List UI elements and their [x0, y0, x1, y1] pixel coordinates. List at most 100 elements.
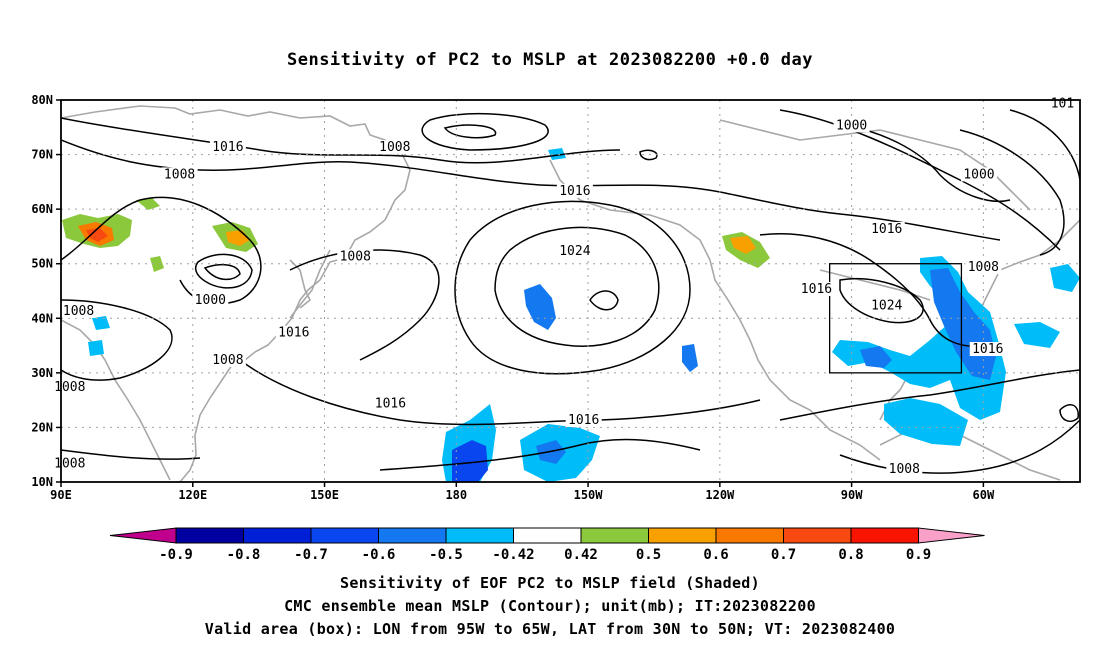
plot-frame	[60, 99, 1081, 483]
contour-label-1016: 1016	[801, 282, 832, 297]
lon-label-180: 180	[445, 488, 467, 502]
lat-label-30N: 30N	[31, 366, 53, 380]
contour-top-1	[61, 117, 621, 164]
contour-1000-inner	[839, 124, 1011, 202]
coast-north-america-west	[549, 159, 881, 461]
lon-label-120W: 120W	[705, 488, 735, 502]
contour-1024-high	[494, 226, 660, 347]
contour-label-bg	[965, 260, 1002, 275]
contour-label-1008: 1008	[340, 249, 371, 264]
contour-label-1008: 1008	[968, 260, 999, 275]
contour-1016-high	[454, 200, 691, 375]
contour-1016-north	[61, 139, 1001, 241]
contour-label-1008: 1008	[164, 167, 195, 182]
contour-label-bg	[969, 342, 1006, 357]
triangle-left-arrow-icon	[109, 527, 177, 544]
contour-1016-gulf	[779, 369, 1080, 421]
colorbar-label: -0.42	[492, 547, 534, 563]
shade-orange-rockies	[730, 236, 756, 254]
shade-green-small2	[150, 256, 164, 272]
shade-blue-small-india	[92, 316, 110, 330]
colorbar-label: -0.8	[227, 547, 261, 563]
contour-label-bg	[868, 298, 905, 313]
colorbar-swatch	[648, 527, 717, 544]
contour-1008-caribbean	[839, 419, 1080, 474]
shade-blue-arctic	[548, 148, 566, 160]
colorbar-swatch	[445, 527, 514, 544]
colorbar: -0.9 -0.8 -0.7 -0.6 -0.5 -0.42 0.42 0.5 0.6 0.7 0.…	[109, 527, 985, 563]
colorbar-swatch	[310, 527, 379, 544]
contour-label-bg	[192, 292, 229, 307]
latitude-labels: 80N 70N 60N 50N 40N 30N 20N 10N	[31, 93, 61, 489]
contour-label-1008: 1008	[212, 353, 243, 368]
contour-label-bg	[565, 412, 602, 427]
coast-siberia	[61, 105, 411, 221]
lon-label-120E: 120E	[178, 488, 207, 502]
contour-1000-east	[959, 129, 1065, 256]
coast-arctic-canada	[719, 119, 1031, 211]
shade-blue-caribbean	[884, 398, 968, 446]
contour-label-1016: 1016	[972, 342, 1003, 357]
shade-blue-pacific1	[524, 284, 556, 330]
contour-label-1008: 1008	[54, 457, 85, 472]
contour-label-bg	[376, 140, 413, 155]
contour-label-1024: 1024	[559, 244, 590, 259]
lat-label-20N: 20N	[31, 420, 53, 434]
colorbar-label: 0.6	[703, 547, 728, 563]
contour-label-1016: 1016	[568, 413, 599, 428]
contour-label-bg	[209, 352, 246, 367]
contour-label-bg	[337, 249, 374, 264]
colorbar-swatch	[850, 527, 919, 544]
contour-low-arctic-inner	[443, 124, 497, 139]
colorbar-label: 0.9	[906, 547, 931, 563]
valid-area-box	[828, 263, 963, 374]
colorbar-label: -0.6	[362, 547, 396, 563]
contour-label-bg	[886, 462, 923, 477]
triangle-right-arrow-icon	[918, 527, 985, 544]
shade-blue-pacific2	[682, 344, 698, 372]
contour-label-1000: 1000	[963, 167, 994, 182]
colorbar-label: -0.7	[294, 547, 328, 563]
lat-label-80N: 80N	[31, 93, 53, 107]
colorbar-swatch	[783, 527, 852, 544]
contour-label-1008: 1008	[63, 304, 94, 319]
contour-labels: 1016 1008 1008 1016 1024 1008 1000 1008 1016 1008…	[51, 96, 1077, 477]
contour-label-bg	[161, 167, 198, 182]
map-grid	[61, 100, 1080, 482]
lon-label-150E: 150E	[310, 488, 339, 502]
colorbar-label: 0.8	[838, 547, 863, 563]
shade-darkblue-dateline	[452, 440, 488, 482]
contour-label-bg	[372, 396, 409, 411]
contour-1000-canada	[779, 109, 1061, 251]
lon-label-150W: 150W	[574, 488, 604, 502]
contour-high-center	[589, 290, 619, 311]
colorbar-label: 0.7	[771, 547, 796, 563]
contour-low-arctic	[421, 112, 549, 151]
longitude-labels: 90E 120E 150E 180 150W 120W 90W 60W	[50, 482, 995, 502]
contour-low-inner	[203, 263, 241, 281]
contour-label-bg	[833, 118, 870, 133]
contour-label-bg	[60, 303, 97, 318]
lon-label-90W: 90W	[841, 488, 863, 502]
shade-blue-bay-bengal	[88, 340, 104, 356]
contour-label-1008: 1008	[889, 462, 920, 477]
contour-1016-eastus	[759, 232, 991, 347]
contour-1008-south-asia	[61, 449, 201, 460]
contour-label-bg	[275, 325, 312, 340]
contour-1008-india	[61, 299, 173, 381]
contour-1016-south	[239, 359, 761, 426]
contour-label-1000: 1000	[195, 293, 226, 308]
lat-label-60N: 60N	[31, 202, 53, 216]
contour-label-bg	[798, 282, 835, 296]
shade-midblue-gulf	[860, 346, 892, 368]
lon-label-90E: 90E	[50, 488, 72, 502]
map-title: Sensitivity of PC2 to MSLP at 2023082200…	[286, 50, 813, 70]
contour-1016-pac-west	[289, 249, 440, 361]
lat-label-10N: 10N	[31, 475, 53, 489]
shade-blue-atlantic	[1014, 322, 1060, 348]
contour-label-1016: 1016	[278, 326, 309, 341]
contour-label-bg	[556, 243, 593, 258]
contour-label-1016: 1016	[871, 222, 902, 237]
colorbar-label: -0.5	[429, 547, 463, 563]
coast-japan	[289, 249, 331, 319]
